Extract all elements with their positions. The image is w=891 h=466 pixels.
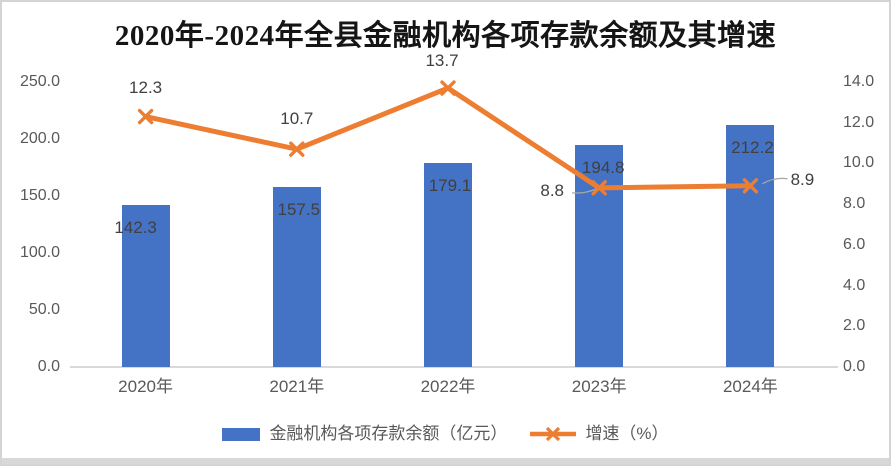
- y-axis-tick-right: 4.0: [843, 276, 866, 294]
- deposit-bar: [726, 125, 775, 367]
- growth-value-label: 10.7: [280, 109, 314, 129]
- x-axis-label: 2021年: [269, 377, 325, 396]
- x-marker-icon: [440, 80, 456, 96]
- deposit-bar: [121, 204, 170, 367]
- legend-label-growth: 增速（%）: [585, 424, 669, 443]
- x-marker-icon: [137, 108, 154, 125]
- legend-label-deposits: 金融机构各项存款余额（亿元）: [269, 424, 508, 443]
- bar-value-label: 142.3: [114, 217, 157, 237]
- y-axis-tick-left: 200.0: [19, 130, 60, 147]
- y-axis-tick-right: 10.0: [843, 154, 875, 172]
- bar-value-label: 212.2: [731, 138, 774, 158]
- growth-value-label: 13.7: [425, 51, 459, 71]
- y-axis-tick-right: 6.0: [843, 235, 866, 253]
- deposit-bar: [272, 187, 321, 367]
- y-axis-tick-left: 50.0: [28, 301, 60, 318]
- y-axis-tick-right: 2.0: [843, 317, 866, 335]
- legend: 金融机构各项存款余额（亿元） 增速（%）: [0, 423, 891, 445]
- y-axis-tick-left: 150.0: [19, 187, 60, 204]
- y-axis-tick-left: 250.0: [19, 73, 60, 90]
- y-axis-tick-right: 8.0: [843, 195, 866, 213]
- x-axis-line: [70, 366, 838, 368]
- deposit-bar: [575, 144, 624, 367]
- chart-title: 2020年-2024年全县金融机构各项存款余额及其增速: [114, 20, 777, 52]
- bar-value-label: 179.1: [428, 175, 472, 195]
- y-axis-tick-left: 0.0: [37, 358, 60, 375]
- y-axis-tick-right: 12.0: [843, 113, 875, 131]
- y-axis-tick-right: 0.0: [843, 358, 866, 375]
- growth-value-label: 8.8: [540, 180, 564, 200]
- x-axis-label: 2024年: [722, 377, 778, 396]
- x-axis-label: 2023年: [571, 377, 627, 396]
- line-series-swatch-icon: [530, 426, 577, 442]
- y-axis-tick-left: 100.0: [19, 244, 60, 261]
- x-marker-icon: [289, 141, 305, 157]
- deposit-bar: [424, 162, 472, 367]
- growth-value-label: 12.3: [129, 77, 163, 97]
- growth-value-label: 8.9: [790, 169, 815, 189]
- bar-value-label: 157.5: [277, 200, 321, 220]
- bar-series-swatch-icon: [222, 427, 261, 441]
- x-axis-label: 2022年: [420, 377, 476, 396]
- y-axis-tick-right: 14.0: [843, 73, 875, 90]
- x-axis-label: 2020年: [118, 377, 173, 396]
- bar-value-label: 194.8: [581, 157, 625, 177]
